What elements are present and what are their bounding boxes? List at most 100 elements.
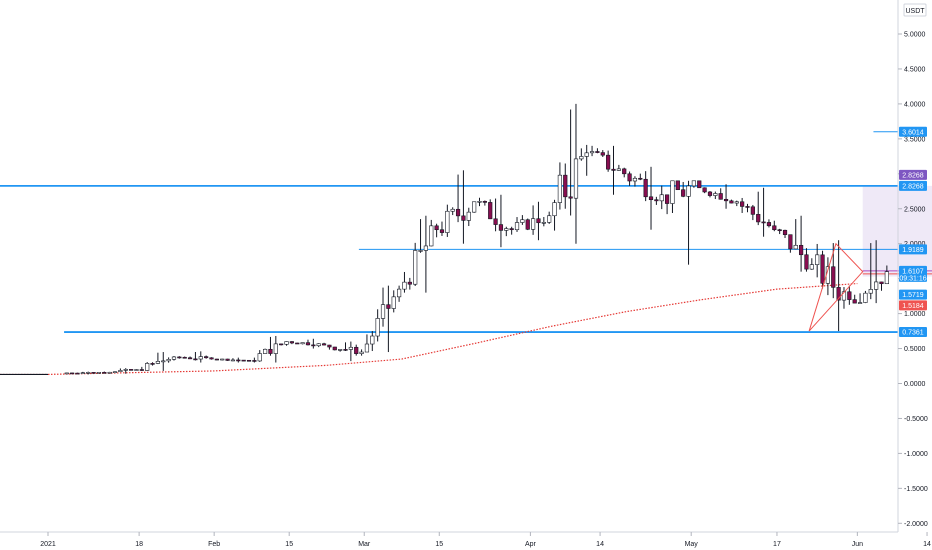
candle-body	[289, 341, 295, 344]
candle-body	[664, 194, 670, 204]
candle-body	[348, 346, 353, 350]
candle-body	[874, 281, 879, 290]
price-tick-label: -1.5000	[904, 486, 928, 493]
candle-body	[236, 359, 241, 362]
currency-badge[interactable]: USDT	[903, 3, 927, 17]
price-tick-label: 3.5000	[904, 136, 926, 143]
candle-body	[359, 351, 364, 354]
candle-body	[863, 292, 868, 303]
price-label-value: 1.9189	[902, 247, 924, 254]
candle-body	[563, 174, 568, 198]
candle-body	[129, 369, 134, 371]
candle-body	[723, 198, 729, 202]
price-label-value: 1.5184	[902, 303, 924, 310]
price-label-value: 2.8268	[902, 172, 924, 179]
price-tick-label: 1.0000	[904, 311, 926, 318]
candle-body	[193, 358, 198, 361]
candle-body	[70, 372, 75, 375]
candle-body	[423, 245, 429, 251]
time-tick-label: Mar	[358, 541, 371, 548]
price-label-value: 2.8268	[902, 183, 924, 190]
candle-body	[557, 174, 562, 203]
candle-body	[161, 360, 166, 363]
candle-body	[413, 250, 418, 285]
candle-body	[595, 151, 600, 153]
candle-body	[836, 287, 841, 301]
candle-body	[134, 369, 139, 371]
candle-body	[734, 201, 739, 204]
candle-body	[472, 201, 477, 213]
triangle-pattern[interactable]	[808, 242, 864, 332]
candle-body	[439, 229, 445, 233]
candle-body	[187, 357, 193, 360]
candle-body	[112, 371, 118, 374]
time-axis[interactable]: 202118Feb15Mar15Apr14May17Jun14Jul19Aug1…	[40, 532, 932, 548]
candle-body	[788, 234, 793, 250]
time-tick-label: 18	[135, 541, 143, 548]
candle-body	[75, 372, 80, 375]
candle-body	[155, 361, 161, 364]
candle-body	[643, 178, 648, 198]
candle-body	[777, 229, 782, 232]
time-tick-label: Apr	[525, 541, 537, 548]
candle-body	[80, 372, 85, 375]
candle-body	[482, 201, 487, 203]
drawings-layer	[808, 242, 864, 332]
candle-body	[107, 371, 112, 374]
candle-body	[102, 372, 107, 374]
candle-body	[145, 363, 150, 371]
candle-body	[386, 304, 391, 309]
candle-body	[204, 356, 209, 359]
candle-body	[600, 152, 605, 156]
candle-body	[429, 225, 434, 247]
candle-body	[745, 206, 750, 208]
price-label-tag	[899, 289, 927, 300]
price-label-sublabel: 09:31:16	[899, 275, 926, 282]
currency-label: USDT	[905, 8, 925, 15]
candle-body	[638, 177, 643, 180]
candle-body	[632, 177, 638, 182]
time-tick-label: 14	[923, 541, 931, 548]
candle-body	[225, 358, 230, 361]
candle-body	[659, 194, 664, 202]
price-label-value: 1.5719	[902, 292, 924, 299]
price-label-tag	[899, 300, 927, 311]
candle-body	[713, 193, 718, 196]
candle-body	[552, 202, 557, 217]
price-label-value: 0.7361	[902, 330, 924, 337]
candle-body	[718, 193, 723, 200]
time-tick-label: May	[685, 541, 699, 548]
candle-body	[316, 343, 321, 347]
candle-body	[675, 180, 680, 191]
candle-body	[782, 229, 788, 235]
candle-body	[884, 271, 889, 285]
candle-body	[402, 281, 407, 290]
projection-box-layer	[862, 185, 932, 277]
candle-body	[86, 372, 91, 374]
price-label-tag	[899, 244, 927, 255]
projection-box[interactable]	[862, 185, 932, 277]
candle-body	[766, 222, 772, 227]
candle-body	[847, 291, 852, 300]
time-tick-label: Jun	[852, 541, 863, 548]
candle-body	[686, 185, 691, 197]
candle-body	[761, 221, 766, 224]
price-tick-label: 0.5000	[904, 346, 926, 353]
candle-body	[697, 180, 702, 189]
candle-body	[370, 335, 375, 345]
candle-body	[547, 215, 552, 223]
candle-body	[772, 225, 777, 231]
candle-body	[852, 299, 857, 304]
candle-body	[321, 343, 327, 346]
candle-body	[257, 353, 262, 362]
candle-body	[123, 369, 128, 371]
candle-body	[793, 244, 798, 250]
candle-body	[396, 288, 402, 298]
candle-body	[268, 348, 273, 354]
candle-body	[530, 218, 536, 230]
candle-body	[589, 151, 595, 154]
price-label-tag	[899, 180, 927, 191]
candle-body	[445, 210, 450, 233]
